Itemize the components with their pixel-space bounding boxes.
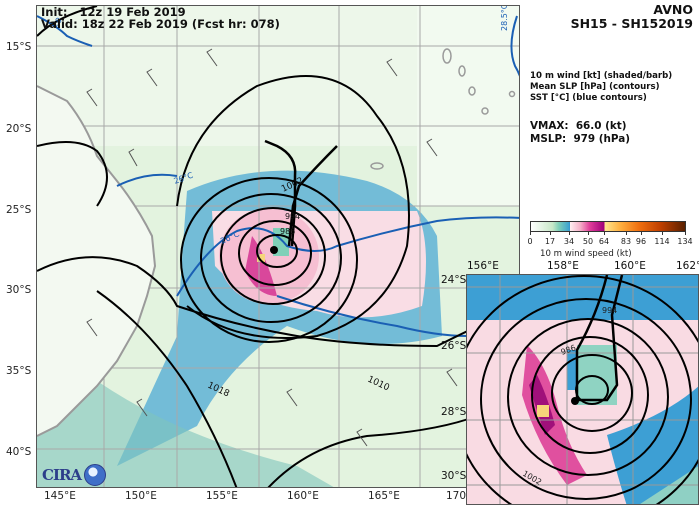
colorbar-tick: 34 (563, 237, 575, 246)
model-name: AVNO (653, 2, 693, 17)
inset-lat-label: 26°S (441, 340, 467, 352)
main-map: 1002 1010 1018 994 986 26°C 26°C 28.5°C … (36, 5, 520, 488)
inset-lon-label: 162° (676, 260, 699, 272)
lat-label: 40°S (6, 446, 32, 458)
svg-text:28.5°C: 28.5°C (500, 6, 509, 31)
valid-time: Valid: 18z 22 Feb 2019 (Fcst hr: 078) (41, 17, 280, 31)
colorbar-tick: 50 (582, 237, 594, 246)
plot-title: AVNO SH15 - SH152019 (571, 3, 693, 31)
storm-stats: VMAX: 66.0 (kt) MSLP: 979 (hPa) (530, 120, 630, 146)
globe-icon (84, 464, 107, 486)
wind-colorbar (530, 221, 686, 232)
inset-lon-label: 156°E (467, 260, 499, 272)
colorbar-title: 10 m wind speed (kt) (540, 249, 632, 259)
lat-label: 20°S (6, 123, 32, 135)
field-legend: 10 m wind [kt] (shaded/barb) Mean SLP [h… (530, 71, 672, 104)
colorbar-tick: 134 (677, 237, 693, 246)
svg-text:986: 986 (280, 227, 295, 236)
mslp-value: MSLP: 979 (hPa) (530, 133, 630, 145)
colorbar-tick: 96 (635, 237, 647, 246)
lon-label: 165°E (368, 490, 400, 502)
legend-slp: Mean SLP [hPa] (contours) (530, 82, 660, 92)
lat-label: 35°S (6, 365, 32, 377)
colorbar-tick: 114 (654, 237, 670, 246)
lat-label: 25°S (6, 204, 32, 216)
legend-wind: 10 m wind [kt] (shaded/barb) (530, 71, 673, 81)
lat-label: 15°S (6, 41, 32, 53)
inset-lat-label: 24°S (441, 274, 467, 286)
vmax-value: VMAX: 66.0 (kt) (530, 120, 627, 132)
inset-lat-label: 30°S (441, 470, 467, 482)
svg-text:994: 994 (285, 212, 300, 221)
inset-map-canvas: 994 986 1002 (467, 275, 698, 504)
main-map-canvas: 1002 1010 1018 994 986 26°C 26°C 28.5°C … (37, 6, 519, 487)
inset-lon-label: 158°E (547, 260, 579, 272)
lon-label: 155°E (206, 490, 238, 502)
lon-label: 170 (446, 490, 467, 502)
init-time: Init: 12z 19 Feb 2019 (41, 5, 186, 19)
svg-text:994: 994 (602, 306, 617, 315)
colorbar-tick: 0 (527, 237, 533, 246)
inset-lon-label: 160°E (614, 260, 646, 272)
legend-sst: SST [°C] (blue contours) (530, 93, 647, 103)
inset-map: 994 986 1002 (466, 274, 699, 505)
colorbar-tick: 83 (620, 237, 632, 246)
lon-label: 145°E (44, 490, 76, 502)
colorbar-tick: 64 (598, 237, 610, 246)
storm-id: SH15 - SH152019 (570, 16, 693, 31)
colorbar-tick: 17 (544, 237, 556, 246)
forecast-header: Init: 12z 19 Feb 2019 Valid: 18z 22 Feb … (41, 6, 280, 30)
lat-label: 30°S (6, 284, 32, 296)
cira-logo-text: CIRA (42, 466, 82, 484)
cira-logo: CIRA (42, 464, 107, 486)
inset-lat-label: 28°S (441, 406, 467, 418)
lon-label: 160°E (287, 490, 319, 502)
lon-label: 150°E (125, 490, 157, 502)
